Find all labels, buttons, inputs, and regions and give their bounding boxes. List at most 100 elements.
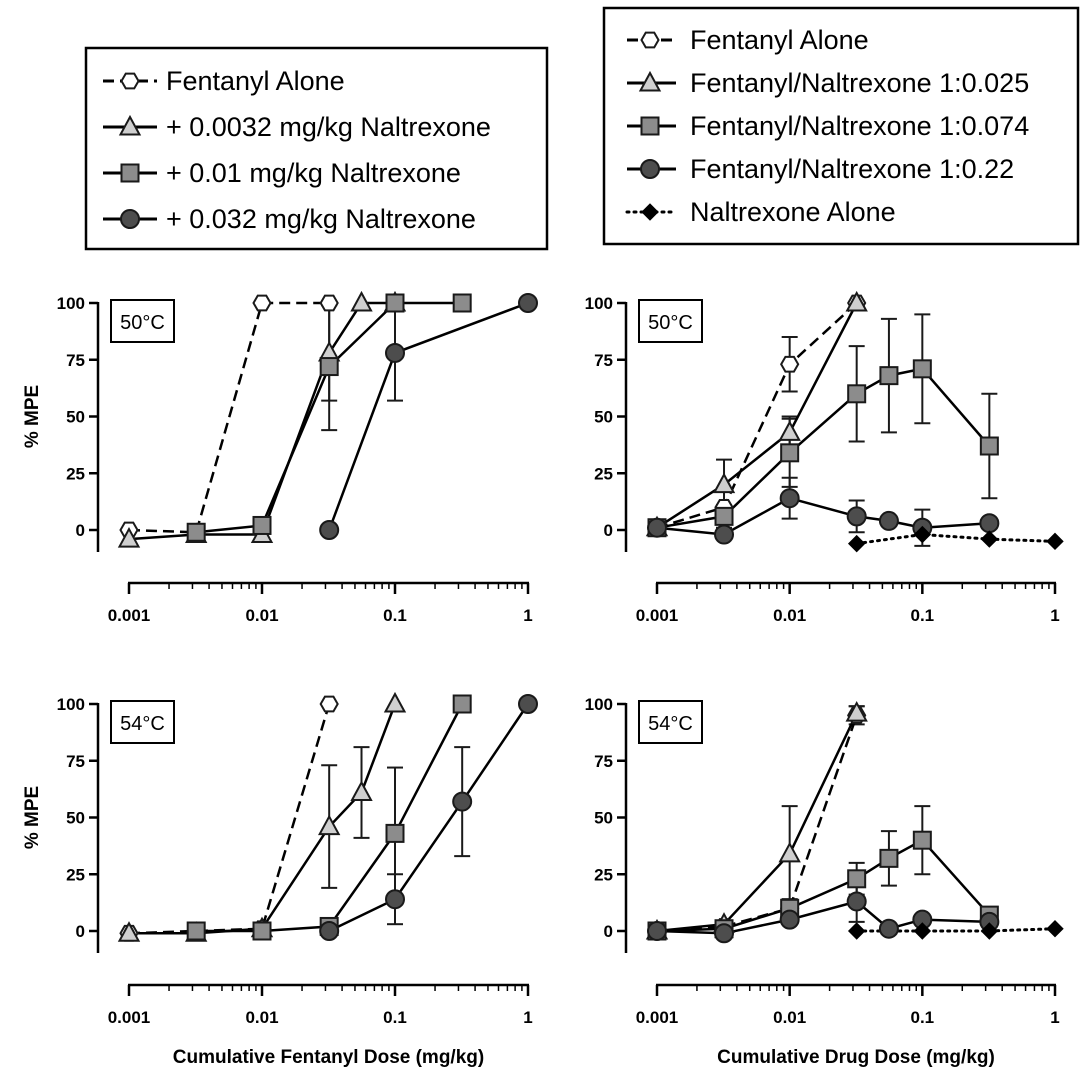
legend-2-entry-fentanyl-naltrexone-1-0-22: Fentanyl/Naltrexone 1:0.22 (627, 154, 1014, 184)
data-point (845, 700, 868, 722)
panel-bottom-right: 0 25 50 75 100 0.001 0.01 0.1 1 Cumulative Drug D… (585, 695, 1064, 1068)
data-point (879, 366, 899, 386)
temperature-label: 54°C (110, 700, 175, 744)
data-point (979, 436, 999, 456)
x-tick-label: 0.01 (245, 606, 278, 625)
data-point (913, 922, 932, 940)
legend-label: Fentanyl/Naltrexone 1:0.025 (690, 68, 1029, 98)
data-point (780, 443, 800, 463)
x-tick-label: 0.01 (245, 1008, 278, 1027)
series-line-naltrexone-alone (855, 532, 1057, 546)
legend-label: Naltrexone Alone (690, 197, 896, 227)
panel-top-right: 0 25 50 75 100 0.001 0.01 0.1 1 50°C (585, 290, 1064, 625)
data-point (186, 522, 206, 542)
series-line-fentanyl-naltrexone-1-0-074 (656, 838, 991, 933)
y-tick-label: 100 (585, 695, 613, 714)
data-point (186, 921, 206, 941)
x-tick-label: 0.1 (383, 1008, 407, 1027)
data-point (714, 923, 735, 944)
x-axis: 0.001 0.01 0.1 1 (636, 581, 1060, 625)
y-tick-label: 0 (76, 521, 85, 540)
x-tick-label: 1 (1050, 606, 1059, 625)
panel-top-left: 0 25 50 75 100 0.001 0.01 0.1 1 % MPE 50°C (22, 290, 538, 625)
y-tick-label: 50 (594, 809, 613, 828)
y-axis-title: % MPE (22, 385, 43, 448)
data-point (779, 488, 800, 509)
temperature-label-text: 50°C (648, 312, 693, 334)
temperature-label-frame (638, 299, 703, 343)
y-axis: 0 25 50 75 100 (57, 294, 100, 552)
y-tick-label: 75 (66, 351, 85, 370)
data-point (252, 515, 272, 535)
data-point (847, 534, 866, 553)
data-point (647, 517, 667, 538)
legend-1-entry-0-0032-mg-kg-naltrexone: + 0.0032 mg/kg Naltrexone (103, 112, 491, 142)
data-point (980, 922, 999, 940)
data-point (385, 823, 405, 843)
y-axis: 0 25 50 75 100 (57, 695, 100, 953)
y-tick-label: 25 (66, 464, 85, 483)
series-layer (645, 290, 1064, 553)
data-point (319, 921, 340, 941)
series-layer (645, 700, 1064, 944)
x-tick-label: 0.1 (911, 606, 935, 625)
series-0-01-mg-kg-naltrexone-points (186, 293, 472, 542)
data-point (847, 922, 866, 940)
data-point (912, 359, 932, 379)
legend-label: Fentanyl Alone (166, 66, 345, 96)
data-point (779, 909, 800, 930)
legend-2-entry-fentanyl-alone: Fentanyl Alone (627, 25, 869, 55)
data-point (913, 525, 932, 544)
y-tick-label: 25 (594, 464, 613, 483)
x-tick-label: 0.01 (773, 606, 806, 625)
data-point (452, 694, 472, 714)
data-point (879, 848, 899, 868)
data-point (385, 342, 405, 363)
series-0-032-mg-kg-naltrexone-points (319, 293, 538, 540)
data-point (714, 524, 735, 545)
y-tick-label: 0 (604, 521, 613, 540)
x-tick-label: 0.1 (383, 606, 407, 625)
data-point (252, 294, 272, 312)
data-point (878, 918, 899, 939)
temperature-label: 54°C (638, 700, 703, 744)
data-point (117, 921, 141, 942)
legend-label: Fentanyl/Naltrexone 1:0.074 (690, 111, 1029, 141)
x-tick-label: 0.01 (773, 1008, 806, 1027)
series-layer (117, 691, 538, 942)
temperature-label-text: 54°C (120, 713, 165, 735)
legend-2-entry-fentanyl-naltrexone-1-0-074: Fentanyl/Naltrexone 1:0.074 (627, 111, 1029, 141)
series-line-naltrexone-alone (855, 927, 1057, 933)
series-line-0-032-mg-kg-naltrexone (328, 703, 530, 933)
data-point (452, 293, 472, 313)
series-naltrexone-alone-points (847, 525, 1064, 553)
temperature-label-frame (110, 700, 175, 744)
series-line-fentanyl-naltrexone-1-0-22 (656, 496, 990, 536)
legend-marker-circle (120, 209, 140, 229)
x-axis: 0.001 0.01 0.1 1 (108, 983, 533, 1027)
data-point (318, 814, 341, 836)
legend-marker-triangle (638, 70, 662, 92)
x-tick-label: 0.001 (636, 606, 679, 625)
x-axis-title: Cumulative Drug Dose (mg/kg) (717, 1047, 995, 1068)
data-point (846, 891, 867, 912)
y-tick-label: 25 (594, 865, 613, 884)
y-tick-label: 50 (66, 408, 85, 427)
data-point (647, 921, 667, 941)
data-point (847, 869, 867, 889)
legend-label: + 0.032 mg/kg Naltrexone (166, 204, 476, 234)
data-point (1046, 920, 1064, 938)
data-point (714, 506, 734, 526)
temperature-label: 50°C (638, 299, 703, 343)
x-tick-label: 1 (523, 1008, 532, 1027)
x-tick-label: 0.001 (636, 1008, 679, 1027)
legend-1: Fentanyl Alone + 0.0032 mg/kg Naltrexone +… (84, 46, 549, 251)
legend-label: + 0.0032 mg/kg Naltrexone (166, 112, 491, 142)
y-tick-label: 0 (604, 922, 613, 941)
x-axis-title: Cumulative Fentanyl Dose (mg/kg) (173, 1047, 484, 1068)
y-axis: 0 25 50 75 100 (585, 695, 628, 953)
y-axis: 0 25 50 75 100 (585, 294, 628, 552)
legend-1-entry-0-032-mg-kg-naltrexone: + 0.032 mg/kg Naltrexone (103, 204, 476, 234)
series-layer (117, 290, 538, 548)
y-tick-label: 50 (66, 809, 85, 828)
